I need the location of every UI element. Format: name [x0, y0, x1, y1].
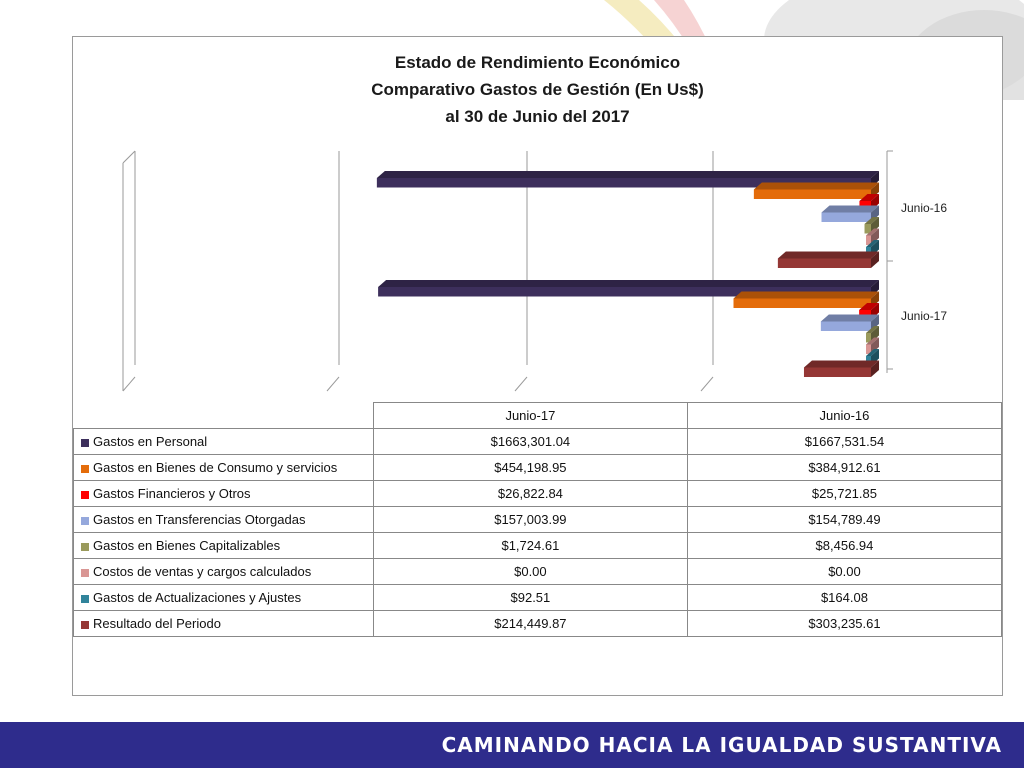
data-cell: $454,198.95	[372, 454, 688, 481]
series-name: Gastos en Transferencias Otorgadas	[93, 512, 306, 527]
chart-frame: Estado de Rendimiento Económico Comparat…	[72, 36, 1003, 696]
bar-top-face	[864, 217, 879, 224]
legend-swatch	[81, 568, 89, 577]
data-cell: $214,449.87	[372, 610, 688, 637]
bar-top-face	[733, 291, 879, 299]
data-cell: $154,789.49	[686, 506, 1003, 533]
bar	[866, 333, 871, 343]
data-table-row: Resultado del Periodo $214,449.87 $303,235…	[73, 610, 1003, 637]
chart-title-line-1: Estado de Rendimiento Económico	[394, 53, 681, 72]
data-cell: $1663,301.04	[372, 428, 688, 455]
legend-swatch	[81, 620, 89, 629]
data-cell: $0.00	[372, 558, 688, 585]
bar	[378, 287, 871, 297]
bar-top-face	[866, 326, 879, 333]
bar	[753, 189, 871, 199]
data-cell: $1,724.61	[372, 532, 688, 559]
bar-top-face	[820, 314, 879, 322]
series-label: Gastos Financieros y Otros	[73, 480, 374, 507]
bar-top-face	[866, 228, 879, 236]
bar	[866, 344, 871, 354]
series-name: Resultado del Periodo	[93, 616, 221, 631]
bar-top-face	[859, 194, 879, 201]
legend-swatch	[81, 516, 89, 525]
bar	[864, 224, 871, 234]
data-cell: $303,235.61	[686, 610, 1003, 637]
bar	[376, 178, 871, 188]
chart-title-line-2: Comparativo Gastos de Gestión (En Us$)	[371, 80, 704, 99]
data-table-row: Gastos Financieros y Otros $26,822.84 $25,…	[73, 480, 1003, 507]
legend-swatch	[81, 542, 89, 551]
bar	[821, 212, 871, 222]
data-table-header-junio-17: Junio-17	[372, 402, 688, 429]
series-label: Gastos en Bienes de Consumo y servicios	[73, 454, 374, 481]
series-label: Gastos en Personal	[73, 428, 374, 455]
data-table-row: Gastos en Transferencias Otorgadas $157,0…	[73, 506, 1003, 533]
data-table-row: Gastos en Bienes Capitalizables $1,724.61…	[73, 532, 1003, 559]
axis-line	[122, 150, 136, 164]
series-label: Gastos en Bienes Capitalizables	[73, 532, 374, 559]
chart-title: Estado de Rendimiento Económico Comparat…	[73, 49, 1002, 130]
data-cell: $164.08	[686, 584, 1003, 611]
bar	[777, 258, 871, 268]
legend-swatch	[81, 464, 89, 473]
data-table-row: Gastos de Actualizaciones y Ajustes $92.5…	[73, 584, 1003, 611]
category-label-junio-16: Junio-16	[901, 201, 948, 215]
footer-slogan: CAMINANDO HACIA LA IGUALDAD SUSTANTIVA	[441, 733, 1002, 757]
data-table-row: Gastos en Bienes de Consumo y servicios $…	[73, 454, 1003, 481]
chart-title-line-3: al 30 de Junio del 2017	[445, 107, 630, 126]
data-table-header-row: Junio-17 Junio-16	[73, 402, 1003, 429]
bar-top-face	[376, 171, 879, 178]
data-cell: $0.00	[686, 558, 1003, 585]
bar-top-face	[378, 280, 879, 287]
bar-top-face	[859, 303, 879, 310]
bar-side-face	[871, 360, 879, 377]
data-cell: $92.51	[372, 584, 688, 611]
bar	[733, 298, 871, 308]
data-cell: $25,721.85	[686, 480, 1003, 507]
bar-top-face	[803, 360, 879, 368]
bar-top-face	[866, 349, 879, 356]
grid-line-floor	[700, 376, 714, 392]
category-label-junio-17: Junio-17	[901, 309, 948, 323]
bar-chart	[122, 150, 893, 392]
bar-top-face	[821, 205, 879, 213]
bar	[820, 321, 871, 331]
data-cell: $157,003.99	[372, 506, 688, 533]
legend-swatch	[81, 438, 89, 447]
grid-line-floor	[122, 376, 136, 392]
data-cell: $26,822.84	[372, 480, 688, 507]
data-table-corner	[73, 402, 374, 429]
series-label: Resultado del Periodo	[73, 610, 374, 637]
bar-side-face	[871, 251, 879, 268]
series-name: Gastos en Personal	[93, 434, 208, 449]
bar-top-face	[866, 240, 879, 247]
data-cell: $8,456.94	[686, 532, 1003, 559]
data-table-row: Gastos en Personal $1663,301.04 $1667,531.…	[73, 428, 1003, 455]
series-label: Gastos de Actualizaciones y Ajustes	[73, 584, 374, 611]
series-name: Gastos de Actualizaciones y Ajustes	[93, 590, 302, 605]
data-table: Junio-17 Junio-16 Gastos en Personal $166…	[73, 402, 1003, 637]
series-name: Gastos en Bienes de Consumo y servicios	[93, 460, 338, 475]
data-table-header-junio-16: Junio-16	[686, 402, 1003, 429]
series-label: Gastos en Transferencias Otorgadas	[73, 506, 374, 533]
series-label: Costos de ventas y cargos calculados	[73, 558, 374, 585]
data-cell: $384,912.61	[686, 454, 1003, 481]
bar-top-face	[777, 251, 879, 259]
legend-swatch	[81, 594, 89, 603]
footer-bar: CAMINANDO HACIA LA IGUALDAD SUSTANTIVA	[0, 722, 1024, 768]
legend-swatch	[81, 490, 89, 499]
bar	[803, 367, 871, 377]
grid-line-floor	[514, 376, 528, 392]
series-name: Gastos Financieros y Otros	[93, 486, 251, 501]
series-name: Costos de ventas y cargos calculados	[93, 564, 312, 579]
bar-top-face	[753, 182, 879, 190]
grid-line-floor	[326, 376, 340, 392]
data-table-row: Costos de ventas y cargos calculados $0.0…	[73, 558, 1003, 585]
bar-top-face	[866, 337, 879, 345]
series-name: Gastos en Bienes Capitalizables	[93, 538, 281, 553]
bar	[866, 235, 871, 245]
data-cell: $1667,531.54	[686, 428, 1003, 455]
